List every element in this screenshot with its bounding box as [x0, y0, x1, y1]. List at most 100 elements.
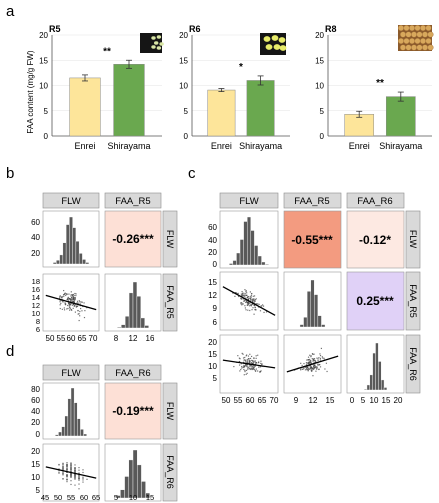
scatter-point — [59, 296, 61, 298]
histogram-bar — [65, 224, 70, 265]
scatter-point — [251, 368, 254, 371]
scatter-point — [251, 359, 253, 362]
scatter-point — [70, 476, 72, 478]
seed-icon — [156, 35, 162, 39]
panel-c-xtick: 0 — [350, 396, 355, 405]
scatter-point — [65, 294, 67, 297]
scatter-point — [58, 472, 60, 474]
x-tick-label: Shirayama — [239, 141, 282, 151]
scatter-point — [251, 299, 253, 301]
seed-icon — [265, 44, 273, 50]
scatter-point — [62, 293, 65, 296]
scatter-point — [69, 306, 71, 308]
scatter-point — [232, 292, 234, 294]
scatter-point — [78, 488, 80, 490]
scatter-point — [73, 303, 75, 306]
scatter-point — [252, 366, 254, 368]
scatter-point — [60, 302, 62, 305]
scatter-point — [307, 368, 310, 370]
scatter-point — [64, 302, 66, 304]
scatter-point — [310, 369, 312, 372]
panel-c-xtick: 60 — [246, 396, 255, 405]
panel-c-xtick: 12 — [309, 396, 318, 405]
histogram-bar — [56, 260, 60, 265]
scatter-point — [241, 294, 243, 297]
scatter-point — [239, 370, 241, 372]
scatter-point — [64, 303, 67, 305]
scatter-point — [73, 298, 75, 300]
scatter-point — [248, 360, 251, 362]
scatter-point — [310, 359, 312, 362]
histogram-bar — [124, 316, 130, 329]
scatter-point — [248, 362, 250, 364]
scatter-point — [59, 299, 61, 302]
scatter-point — [76, 302, 78, 304]
histogram-bar — [247, 216, 251, 266]
scatter-point — [257, 370, 259, 372]
histogram-bar — [70, 387, 75, 437]
scatter-point — [74, 464, 76, 466]
panel-c-scatter-r6-r5 — [286, 347, 339, 377]
panel-c-header-flw: FLW — [239, 196, 258, 207]
scatter-point — [74, 299, 76, 301]
scatter-point — [307, 367, 309, 369]
panel-b-scatter-ytick: 16 — [32, 285, 40, 294]
panel-c-corr-value: -0.12* — [359, 233, 391, 247]
panel-b-hist-faa-xtick: 16 — [146, 334, 155, 343]
scatter-point — [76, 300, 79, 302]
scatter-point — [261, 363, 263, 365]
scatter-point — [247, 355, 250, 357]
scatter-point — [309, 361, 311, 364]
scatter-point — [243, 300, 245, 302]
scatter-point — [81, 310, 83, 312]
scatter-point — [247, 302, 249, 305]
scatter-point — [253, 361, 255, 363]
scatter-point — [252, 367, 254, 370]
histogram-bar — [366, 384, 371, 391]
panel-b-hist-ytick: 60 — [31, 218, 40, 227]
panel-b-corr-value: -0.26*** — [112, 232, 154, 246]
panel-c-xtick: 5 — [361, 396, 366, 405]
scatter-point — [262, 305, 265, 307]
scatter-point — [62, 301, 64, 303]
scatter-point — [247, 366, 249, 368]
scatter-point — [66, 465, 68, 467]
panel-c-rowlabel-r6-box — [405, 334, 421, 394]
panel-d-rowlabel-flw: FLW — [165, 402, 175, 421]
seed-icon — [425, 25, 432, 32]
panel-c-xtick: 15 — [382, 396, 391, 405]
histogram-bar — [314, 294, 319, 328]
y-tick-label: 5 — [184, 107, 189, 116]
seed-icon — [398, 25, 405, 32]
scatter-point — [245, 309, 247, 311]
scatter-point — [254, 306, 256, 308]
scatter-point — [67, 296, 69, 299]
scatter-point — [252, 301, 254, 303]
scatter-point — [63, 295, 65, 297]
panel-d-xtick: 55 — [67, 493, 75, 502]
scatter-point — [253, 360, 255, 362]
panel-b-scatter-ytick: 6 — [36, 325, 40, 334]
scatter-point — [243, 299, 246, 301]
scatter-point — [74, 304, 76, 306]
regression-line — [222, 359, 276, 369]
scatter-point — [59, 304, 61, 306]
scatter-point — [62, 472, 64, 475]
seed-icon — [159, 42, 164, 46]
panel-c-scatter-r5 — [222, 286, 276, 316]
scatter-point — [245, 290, 247, 293]
scatter-point — [70, 466, 72, 468]
x-tick-label: Enrei — [74, 141, 95, 151]
scatter-point — [74, 297, 76, 299]
scatter-point — [70, 298, 72, 300]
scatter-point — [241, 352, 243, 355]
scatter-point — [249, 309, 251, 312]
scatter-point — [310, 367, 312, 369]
scatter-point — [74, 467, 76, 469]
scatter-point — [74, 475, 76, 477]
scatter-point — [263, 311, 265, 314]
histogram-bar — [254, 245, 259, 266]
panel-b-corr-cell — [104, 210, 162, 268]
scatter-point — [86, 478, 88, 480]
scatter-point — [319, 357, 322, 360]
